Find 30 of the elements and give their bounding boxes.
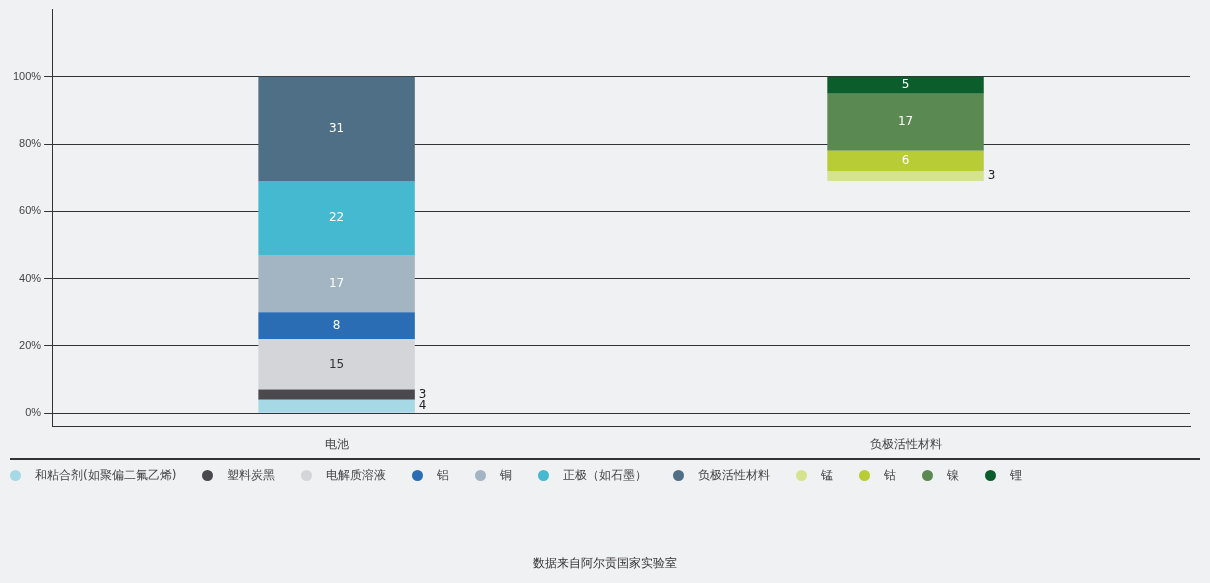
y-tick-label: 100% <box>12 69 42 82</box>
data-label: 17 <box>328 275 345 290</box>
data-label: 6 <box>901 153 910 168</box>
legend-label: 镍 <box>947 467 960 484</box>
legend-label: 锰 <box>821 467 834 484</box>
data-label: 22 <box>328 210 345 225</box>
legend-label: 铜 <box>500 467 513 484</box>
legend-label: 负极活性材料 <box>698 467 771 484</box>
y-tick-label: 60% <box>19 204 42 217</box>
legend-label: 钴 <box>884 467 897 484</box>
legend-label: 正极（如石墨） <box>563 467 648 484</box>
data-label: 15 <box>328 356 345 371</box>
legend-label: 锂 <box>1010 467 1023 484</box>
data-label: 5 <box>901 77 910 92</box>
data-label: 17 <box>897 114 914 129</box>
text: 数据来自阿尔贡国家实验室 <box>532 555 678 572</box>
y-tick-label: 0% <box>25 406 42 419</box>
legend-label: 铝 <box>437 467 450 484</box>
y-tick-label: 80% <box>19 137 42 150</box>
legend-label: 和粘合剂(如聚偏二氟乙烯) <box>35 467 177 484</box>
x-tick-label: 电池 <box>324 437 349 452</box>
data-label: 3 <box>987 168 996 183</box>
data-label: 3 <box>418 386 427 401</box>
y-tick-label: 40% <box>19 271 42 284</box>
legend-label: 塑料炭黑 <box>227 467 276 484</box>
legend-label: 电解质溶液 <box>326 467 387 484</box>
data-label: 4 <box>418 398 427 413</box>
data-label: 31 <box>328 121 345 136</box>
y-tick-label: 20% <box>19 338 42 351</box>
data-label: 8 <box>332 317 341 332</box>
